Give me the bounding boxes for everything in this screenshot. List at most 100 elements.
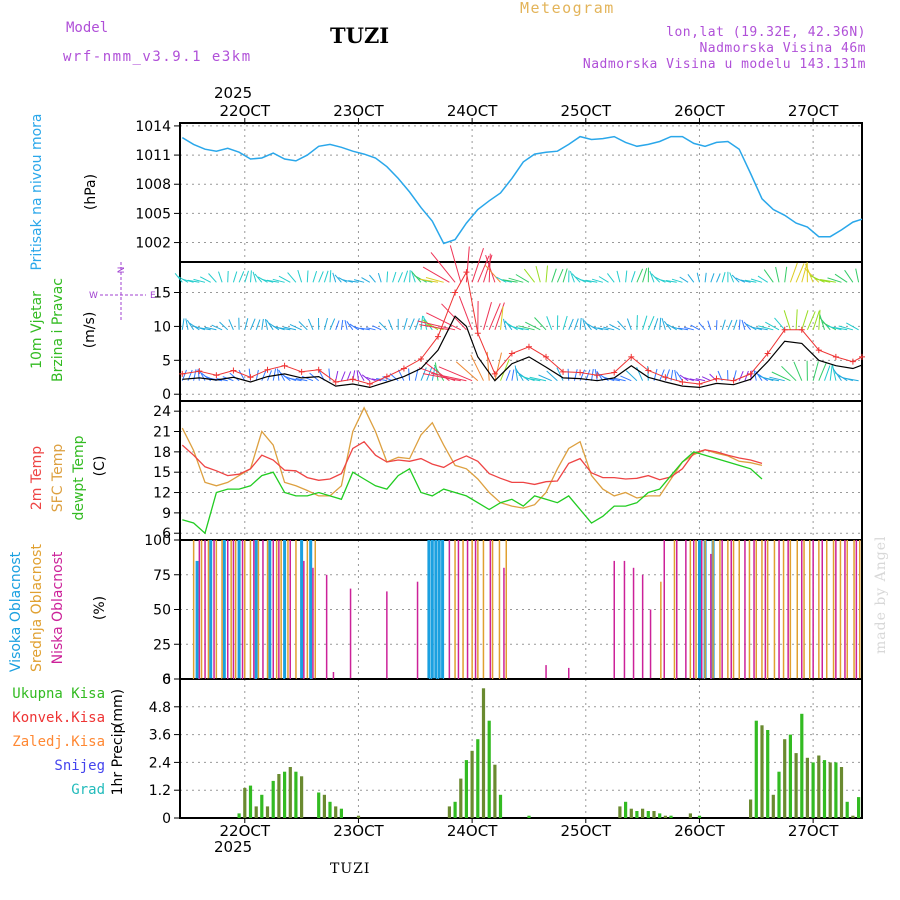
y-tick-label: 6 <box>162 672 171 688</box>
low-cloud-bar <box>663 540 665 679</box>
low-cloud-bar <box>730 540 732 679</box>
wind-arrow <box>272 278 285 283</box>
model-label: Model <box>66 20 109 36</box>
mid-cloud-bar <box>859 540 861 679</box>
low-cloud-bar <box>198 540 201 679</box>
low-cloud-bar <box>676 540 678 679</box>
low-cloud-bar <box>325 574 328 680</box>
wind-arrow <box>535 265 541 283</box>
precip-bar <box>800 713 804 819</box>
temp-2m-line <box>181 440 763 486</box>
wind-arrow <box>409 270 411 283</box>
mid-cloud-bar <box>755 540 757 679</box>
chart-title: Meteogram <box>520 0 615 17</box>
wind-arrow <box>332 272 337 283</box>
watermark: made by Angel <box>873 535 889 655</box>
wind-arrow <box>193 369 197 381</box>
wind-arrow <box>238 271 245 283</box>
wind-arrow <box>261 370 267 381</box>
wind-arrow <box>277 327 291 331</box>
low-cloud-bar <box>778 540 780 679</box>
wind-arrow <box>485 254 496 283</box>
wind-arrow <box>818 309 821 330</box>
precip-bar <box>328 801 332 818</box>
wind-arrow <box>255 319 261 330</box>
wind-arrow <box>250 318 256 330</box>
wind-arrow <box>649 270 655 283</box>
wind-arrow <box>335 320 340 330</box>
wind-arrow <box>525 321 541 331</box>
wind-arrow <box>372 325 382 331</box>
wind-arrow <box>721 319 726 330</box>
precip-bar <box>658 813 662 818</box>
low-cloud-bar <box>278 540 280 679</box>
mid-cloud-bar <box>192 540 195 679</box>
wind-arrow <box>784 266 788 283</box>
mid-cloud-bar <box>719 540 721 679</box>
low-cloud-bar <box>632 567 635 679</box>
wind-arrow <box>579 279 592 283</box>
wind-arrow <box>562 268 568 283</box>
precip-bar <box>783 739 787 818</box>
mid-cloud-bar <box>748 540 751 679</box>
low-cloud-bar <box>753 540 755 679</box>
wind-arrow <box>750 278 763 283</box>
wind-arrow <box>244 318 249 330</box>
low-cloud-bar <box>787 540 789 679</box>
precip-bar <box>669 815 673 818</box>
high-cloud-bar <box>222 540 226 679</box>
low-cloud-bar <box>241 540 244 679</box>
legend-freezing-rain: Zaledj.Kisa <box>12 734 105 750</box>
dewpoint-line <box>182 451 763 535</box>
mid-cloud-bar <box>221 540 223 679</box>
high-cloud-bar <box>195 560 199 679</box>
gust-marker <box>213 372 220 379</box>
y-tick-label: 1008 <box>135 177 171 193</box>
wind-arrow <box>597 327 609 331</box>
day-label-bottom: 26OCT <box>674 822 725 840</box>
wind-arrow <box>695 378 706 382</box>
precip-bar <box>618 806 622 818</box>
precip-bar <box>493 764 497 818</box>
wind-arrow <box>738 319 741 330</box>
y-tick-label: 0 <box>162 387 171 403</box>
panel-frame <box>179 261 863 402</box>
wind-arrow <box>729 272 735 283</box>
precip-bar <box>777 771 781 818</box>
wind-arrow <box>360 327 370 331</box>
wind-arrow <box>598 276 609 283</box>
wind-arrow <box>642 268 648 283</box>
precip-bar <box>766 730 770 818</box>
precip-bar <box>464 760 468 818</box>
wind-arrow <box>266 279 279 283</box>
wind-arrow <box>556 268 564 283</box>
wind-arrow <box>361 277 371 283</box>
wind-arrow <box>844 269 854 283</box>
gust-marker <box>730 377 737 384</box>
gust-marker <box>859 353 865 360</box>
wind-arrow <box>298 321 308 331</box>
low-cloud-bar <box>232 540 235 679</box>
wind-arrow <box>567 368 570 381</box>
precip-bar <box>447 806 451 818</box>
low-cloud-bar <box>289 540 291 679</box>
wind-arrow <box>603 326 615 331</box>
wind-arrow <box>422 373 461 382</box>
wind-arrow <box>254 273 263 283</box>
mid-cloud-bar <box>215 540 218 679</box>
wind-arrow <box>769 376 785 382</box>
precip-bar <box>629 808 633 818</box>
wind-arrow <box>386 271 389 283</box>
wind-speed-line <box>182 315 863 389</box>
day-label-bottom: 23OCT <box>333 822 384 840</box>
wind-arrow <box>425 277 444 283</box>
wind-arrow <box>568 318 574 330</box>
wind-arrow <box>488 303 501 330</box>
precip-bar <box>834 762 838 818</box>
wind-arrow <box>756 327 768 331</box>
low-cloud-bar <box>545 665 547 679</box>
wind-arrow <box>356 370 359 381</box>
wind-arrow <box>449 245 462 283</box>
wind-arrow <box>232 271 238 283</box>
wind-arrow <box>264 319 268 330</box>
